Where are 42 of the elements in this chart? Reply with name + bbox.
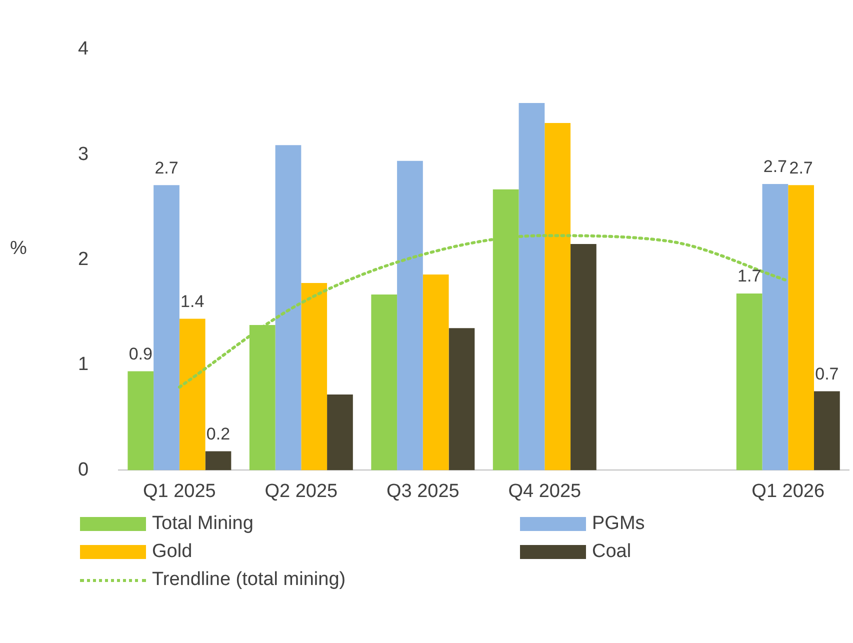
data-label: 0.2: [206, 424, 230, 444]
x-tick-label: Q1 2025: [142, 480, 216, 502]
bar: [422, 274, 449, 470]
legend-label: Total Mining: [152, 513, 254, 535]
bar: [371, 294, 398, 470]
bar: [327, 394, 353, 470]
bar: [762, 184, 788, 470]
bar: [397, 160, 423, 470]
legend-label: Gold: [152, 541, 192, 563]
bar: [518, 103, 545, 470]
bar: [544, 123, 571, 470]
x-tick-label: Q4 2025: [508, 480, 582, 502]
bar: [154, 185, 180, 470]
data-label: 2.7: [154, 158, 178, 178]
x-tick-label: Q1 2026: [752, 480, 825, 502]
data-label: 1.4: [180, 292, 204, 311]
legend-label: PGMs: [592, 513, 645, 535]
data-label: 0.9: [128, 344, 152, 364]
y-tick-label: 2: [78, 249, 89, 270]
legend-label: Coal: [592, 541, 632, 563]
bar: [301, 282, 328, 470]
bar: [179, 318, 206, 470]
y-tick-label: 4: [78, 38, 89, 60]
y-tick-label: 1: [78, 354, 89, 376]
data-label: 1.7: [738, 266, 762, 286]
data-label: 0.7: [815, 364, 839, 384]
bar: [736, 293, 762, 470]
y-axis-title: %: [10, 238, 27, 260]
bar: [205, 451, 232, 470]
bar: [814, 391, 840, 470]
y-tick-label: 0: [78, 459, 89, 480]
bar: [570, 244, 596, 470]
bar: [128, 371, 154, 470]
data-label: 2.7: [763, 157, 788, 176]
data-label: 2.7: [789, 158, 813, 178]
bar: [275, 145, 302, 470]
legend-label: Trendline (total mining): [152, 569, 346, 591]
bar: [788, 185, 814, 470]
x-tick-label: Q2 2025: [264, 480, 338, 502]
bar: [448, 328, 475, 470]
x-tick-label: Q3 2025: [386, 480, 460, 502]
y-tick-label: 3: [78, 144, 89, 165]
